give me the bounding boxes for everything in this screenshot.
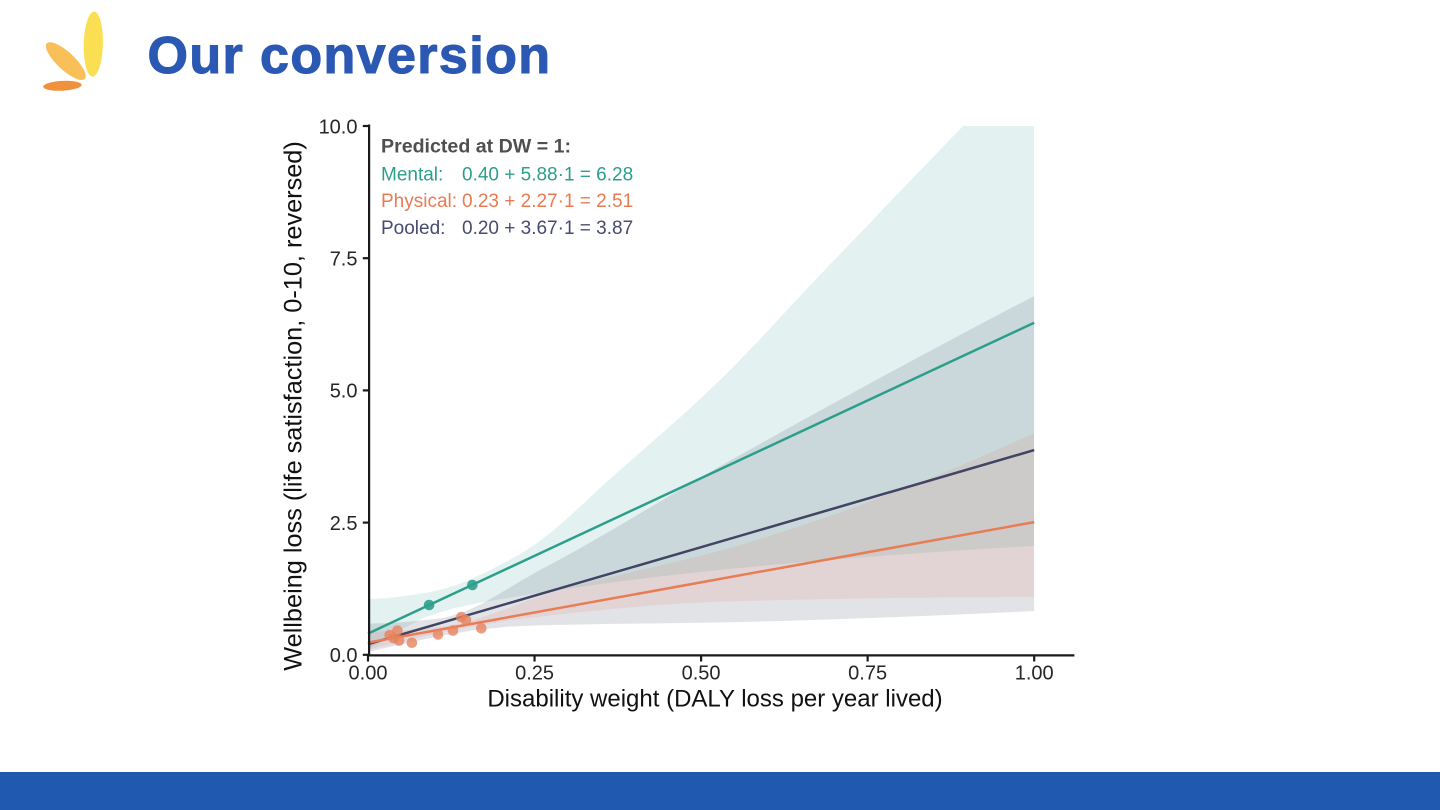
svg-text:0.25: 0.25 xyxy=(515,663,554,685)
svg-text:7.5: 7.5 xyxy=(330,249,358,271)
svg-text:2.5: 2.5 xyxy=(330,513,358,535)
svg-text:Predicted at DW = 1:: Predicted at DW = 1: xyxy=(381,135,571,157)
svg-text:0.75: 0.75 xyxy=(848,663,887,685)
svg-text:Pooled:: Pooled: xyxy=(381,218,445,239)
svg-text:5.0: 5.0 xyxy=(330,381,358,403)
svg-text:0.40 + 5.88·1 = 6.28: 0.40 + 5.88·1 = 6.28 xyxy=(462,165,633,186)
svg-text:0.20 + 3.67·1 = 3.87: 0.20 + 3.67·1 = 3.87 xyxy=(462,218,633,239)
svg-text:0.50: 0.50 xyxy=(682,663,721,685)
svg-text:0.0: 0.0 xyxy=(330,645,358,667)
svg-text:0.23 + 2.27·1 = 2.51: 0.23 + 2.27·1 = 2.51 xyxy=(462,191,633,212)
svg-text:Disability weight (DALY loss p: Disability weight (DALY loss per year li… xyxy=(487,686,942,713)
svg-text:10.0: 10.0 xyxy=(319,116,358,138)
svg-text:Physical:: Physical: xyxy=(381,191,457,212)
svg-text:Wellbeing loss (life satisfact: Wellbeing loss (life satisfaction, 0-10,… xyxy=(280,141,308,671)
svg-text:1.00: 1.00 xyxy=(1015,663,1054,685)
svg-text:Mental:: Mental: xyxy=(381,165,443,186)
svg-text:0.00: 0.00 xyxy=(349,663,388,685)
